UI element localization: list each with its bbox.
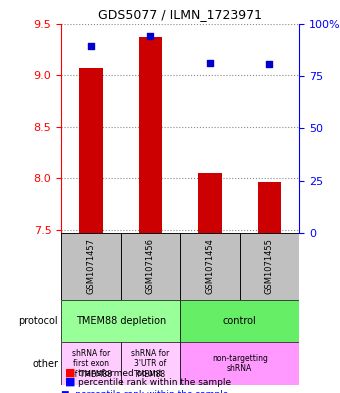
Text: GSM1071457: GSM1071457: [86, 238, 96, 294]
Text: shRNA for
3'UTR of
TMEM88: shRNA for 3'UTR of TMEM88: [131, 349, 170, 378]
Text: ■: ■: [65, 377, 75, 387]
Text: GSM1071456: GSM1071456: [146, 238, 155, 294]
Bar: [79, 68, 103, 233]
FancyBboxPatch shape: [61, 233, 121, 299]
Text: GSM1071454: GSM1071454: [205, 238, 215, 294]
Point: [207, 60, 213, 66]
FancyBboxPatch shape: [240, 233, 299, 299]
FancyBboxPatch shape: [121, 233, 180, 299]
Text: ■: ■: [65, 368, 75, 378]
FancyBboxPatch shape: [180, 299, 299, 342]
Title: GDS5077 / ILMN_1723971: GDS5077 / ILMN_1723971: [98, 8, 262, 21]
Text: TMEM88 depletion: TMEM88 depletion: [75, 316, 166, 326]
FancyBboxPatch shape: [180, 342, 299, 385]
Text: shRNA for
first exon
of TMEM88: shRNA for first exon of TMEM88: [70, 349, 112, 378]
Text: protocol: protocol: [19, 316, 58, 326]
Bar: [198, 173, 222, 233]
Text: GSM1071455: GSM1071455: [265, 238, 274, 294]
Text: ■  percentile rank within the sample: ■ percentile rank within the sample: [61, 390, 228, 393]
Text: non-targetting
shRNA: non-targetting shRNA: [212, 354, 268, 373]
Point: [267, 61, 272, 67]
Bar: [138, 37, 162, 233]
Point: [148, 33, 153, 39]
Text: percentile rank within the sample: percentile rank within the sample: [78, 378, 231, 387]
FancyBboxPatch shape: [61, 299, 180, 342]
FancyBboxPatch shape: [61, 342, 121, 385]
Text: control: control: [223, 316, 257, 326]
FancyBboxPatch shape: [121, 342, 180, 385]
Point: [88, 43, 94, 50]
Text: transformed count: transformed count: [78, 369, 163, 378]
Bar: [257, 182, 281, 233]
Text: other: other: [32, 359, 58, 369]
FancyBboxPatch shape: [180, 233, 240, 299]
